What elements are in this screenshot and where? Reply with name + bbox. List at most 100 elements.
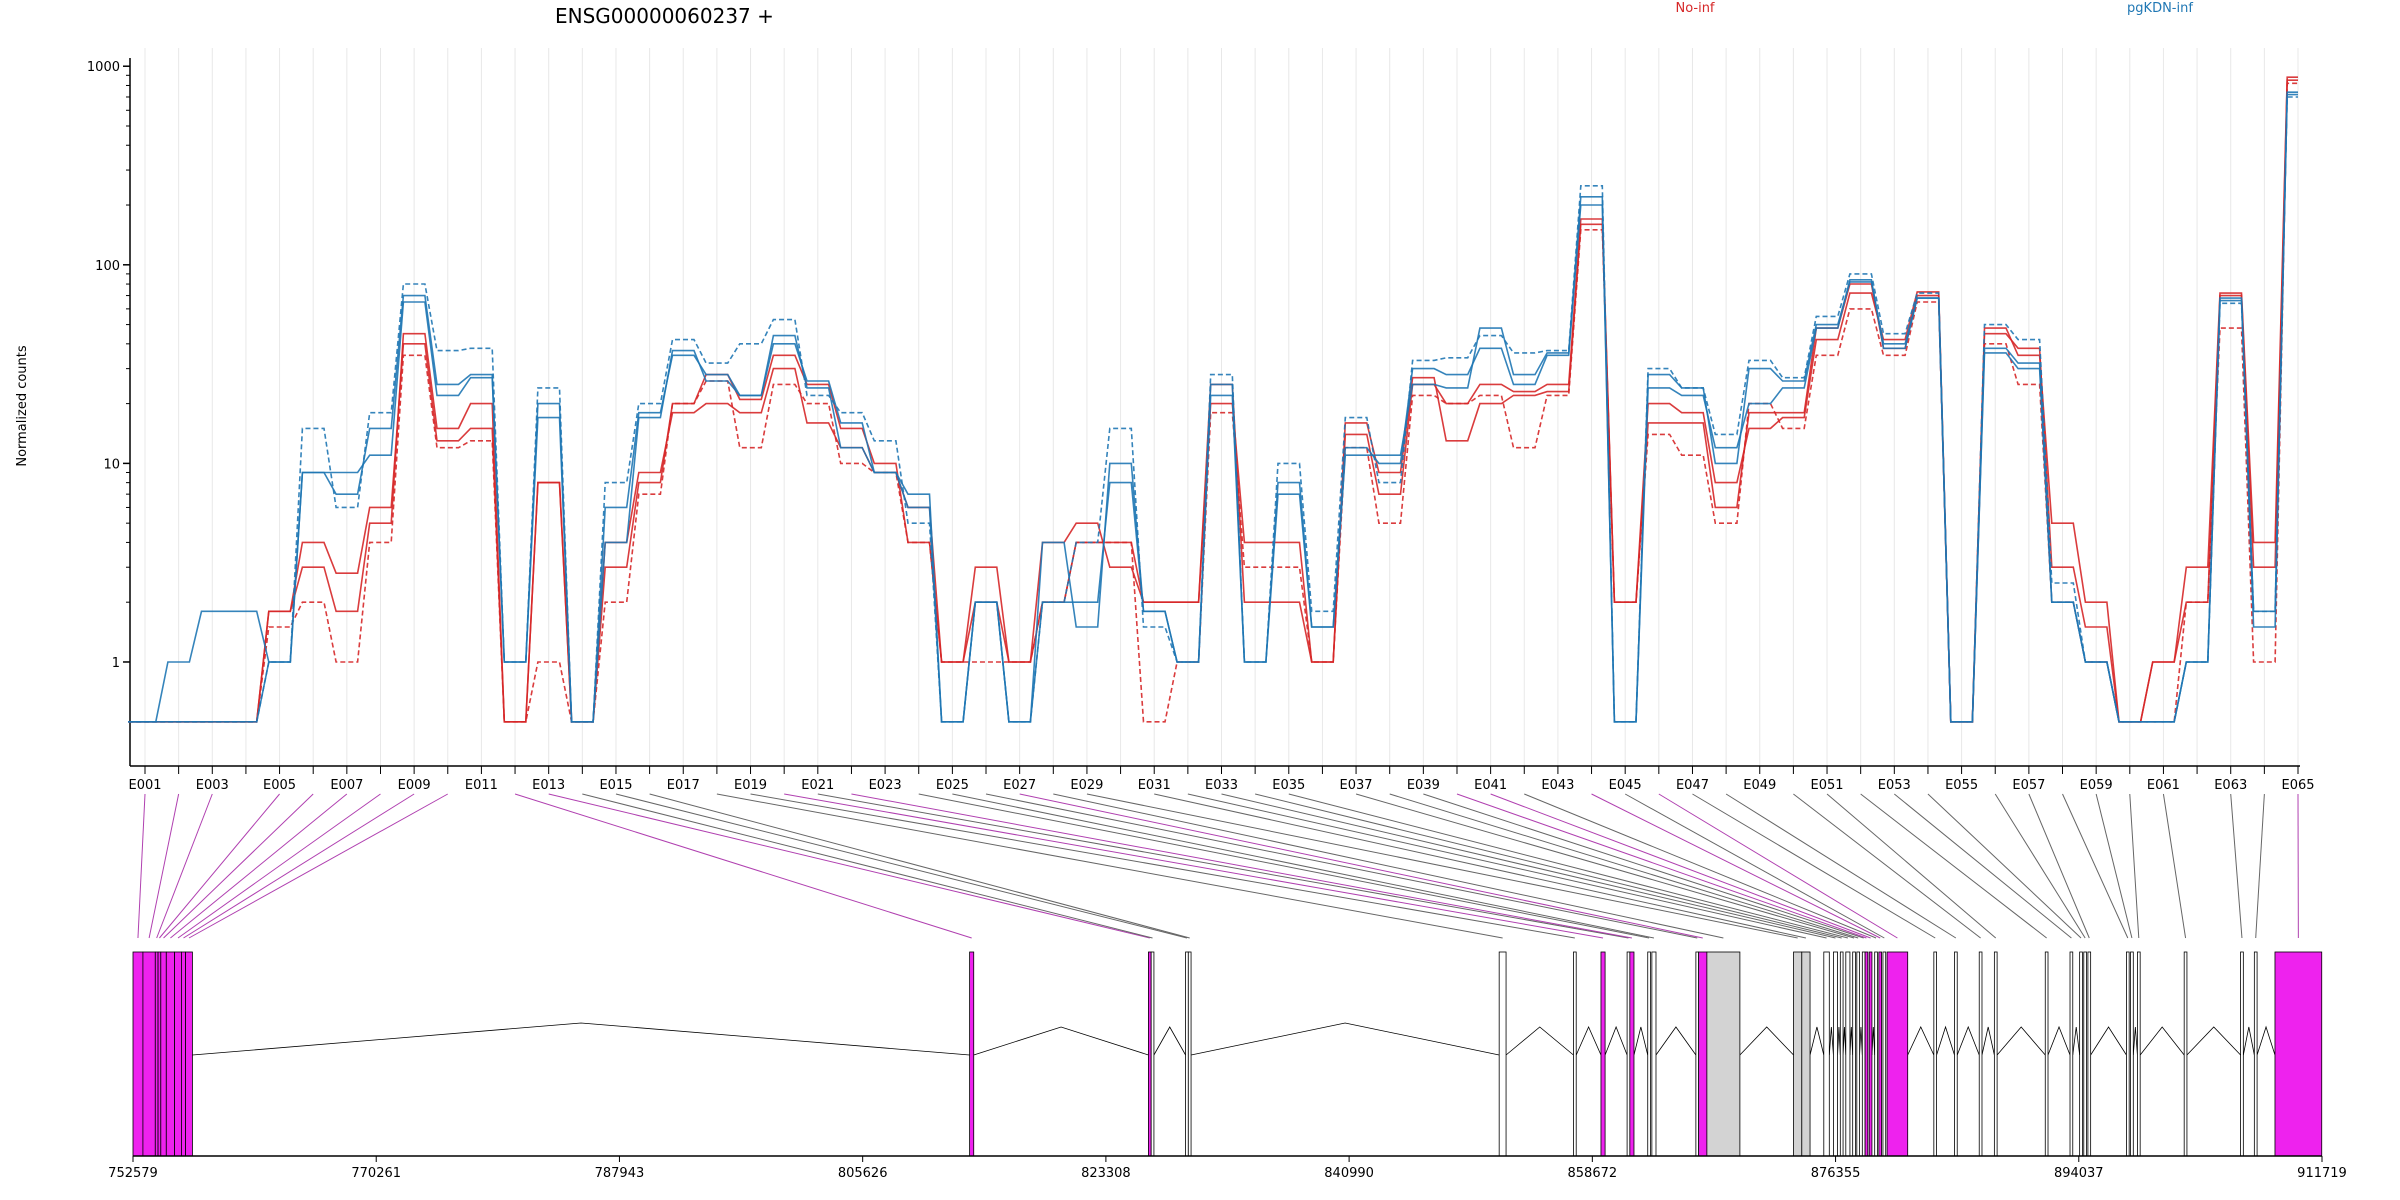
intron-line <box>1505 1026 1574 1056</box>
exon-highlighted <box>2274 951 2323 1157</box>
connector-line <box>784 793 1604 939</box>
x-tick-label: E033 <box>1205 778 1238 793</box>
exon <box>1185 951 1189 1157</box>
exon <box>1978 951 1983 1157</box>
x-tick-label: E013 <box>532 778 565 793</box>
vertical-gridlines <box>144 48 2299 766</box>
connector-line <box>1154 793 1807 939</box>
intron-line <box>1655 1026 1697 1056</box>
connector-line <box>1658 793 1898 939</box>
legend-no-inf: No-inf <box>1675 1 1714 16</box>
series-line-no-inf-2 <box>128 82 2298 723</box>
exon <box>1793 951 1803 1157</box>
genome-coordinate-label: 840990 <box>1324 1166 1374 1181</box>
x-tick-label: E027 <box>1003 778 1036 793</box>
connector-line <box>2162 793 2187 939</box>
x-tick-label: E015 <box>599 778 632 793</box>
intron-line <box>1936 1025 1955 1056</box>
connector-line <box>1860 793 2047 939</box>
exon <box>2069 951 2074 1157</box>
x-axis: E001 E003 E005 E007 E009 E011 E013 E015 E017 E019… <box>128 765 2315 793</box>
connector-line <box>2062 793 2129 939</box>
connector-line <box>1053 793 1724 939</box>
exon <box>1833 951 1838 1157</box>
exon-highlighted <box>1148 951 1152 1157</box>
exon <box>1852 951 1856 1157</box>
x-tick-label: E007 <box>330 778 363 793</box>
exon <box>2079 951 2083 1157</box>
y-axis-title: Normalized counts <box>15 345 30 467</box>
x-tick-label: E051 <box>1811 778 1844 793</box>
intron-line <box>1849 1026 1854 1056</box>
x-tick-label: E029 <box>1070 778 1103 793</box>
connector-line <box>163 793 314 939</box>
genome-coordinate-label: 770261 <box>351 1166 401 1181</box>
intron-line <box>1809 1026 1825 1056</box>
connector-line <box>2095 793 2133 939</box>
intron-line <box>2242 1026 2255 1056</box>
intron-line <box>1981 1026 1995 1056</box>
x-tick-label: E041 <box>1474 778 1507 793</box>
exon <box>1651 951 1657 1157</box>
legend-pgkdn-inf: pgKDN-inf <box>2127 1 2193 16</box>
exon <box>1845 951 1851 1157</box>
exon-highlighted <box>1629 951 1635 1157</box>
intron-line <box>2090 1026 2127 1056</box>
exon-highlighted <box>1878 951 1882 1157</box>
connector-line <box>1255 793 1842 939</box>
exon <box>2044 951 2049 1157</box>
intron-line <box>1828 1026 1834 1056</box>
intron-line <box>2132 1026 2138 1056</box>
connector-line <box>851 793 1633 939</box>
connector-line <box>1187 793 1827 939</box>
connector-line <box>582 793 1153 939</box>
connector-line <box>156 793 213 939</box>
y-axis: 1 10 100 1000 <box>87 58 131 766</box>
connector-line <box>177 793 381 939</box>
x-tick-label: E035 <box>1272 778 1305 793</box>
intron-line <box>2139 1026 2185 1056</box>
connector-line <box>1355 793 1855 939</box>
connector-line <box>750 793 1575 939</box>
intron-line <box>1907 1026 1935 1056</box>
connector-line <box>170 793 348 939</box>
intron-line <box>1190 1022 1500 1056</box>
connector-line <box>514 793 972 939</box>
intron-line <box>1153 1026 1186 1056</box>
exon <box>1954 951 1958 1157</box>
chart-title: ENSG00000060237 + <box>555 4 774 28</box>
exon-highlighted <box>1864 951 1869 1157</box>
exon <box>1801 951 1811 1157</box>
x-tick-label: E031 <box>1138 778 1171 793</box>
exon-highlighted <box>142 951 156 1157</box>
exon <box>1498 951 1507 1157</box>
exon <box>1647 951 1651 1157</box>
exon <box>2183 951 2188 1157</box>
exon <box>1823 951 1830 1157</box>
x-tick-label: E061 <box>2147 778 2180 793</box>
exon-highlighted <box>157 951 162 1157</box>
connector-line <box>1793 793 1981 939</box>
connector-line <box>1692 793 1936 939</box>
intron-line <box>1956 1025 1980 1056</box>
series-line-pgkdn-inf-4 <box>128 91 2298 723</box>
connector-line <box>1591 793 1881 939</box>
intron-line <box>1842 1026 1847 1056</box>
exon <box>1626 951 1631 1157</box>
genome-coordinate-label: 787943 <box>595 1166 645 1181</box>
exon <box>1933 951 1937 1157</box>
exon <box>1706 951 1741 1157</box>
genome-coordinate-axis: 752579 770261 787943 805626 823308 840990 8586… <box>108 1155 2347 1181</box>
x-tick-label: E043 <box>1541 778 1574 793</box>
connector-line <box>1019 793 1703 939</box>
connector-line <box>918 793 1650 939</box>
connector-line <box>1927 793 2082 939</box>
intron-line <box>1604 1025 1628 1056</box>
exon <box>2087 951 2092 1157</box>
connector-line <box>1994 793 2086 939</box>
connector-line <box>952 793 1655 939</box>
exon <box>1874 951 1878 1157</box>
exon-highlighted <box>1868 951 1873 1157</box>
exon <box>1993 951 1998 1157</box>
